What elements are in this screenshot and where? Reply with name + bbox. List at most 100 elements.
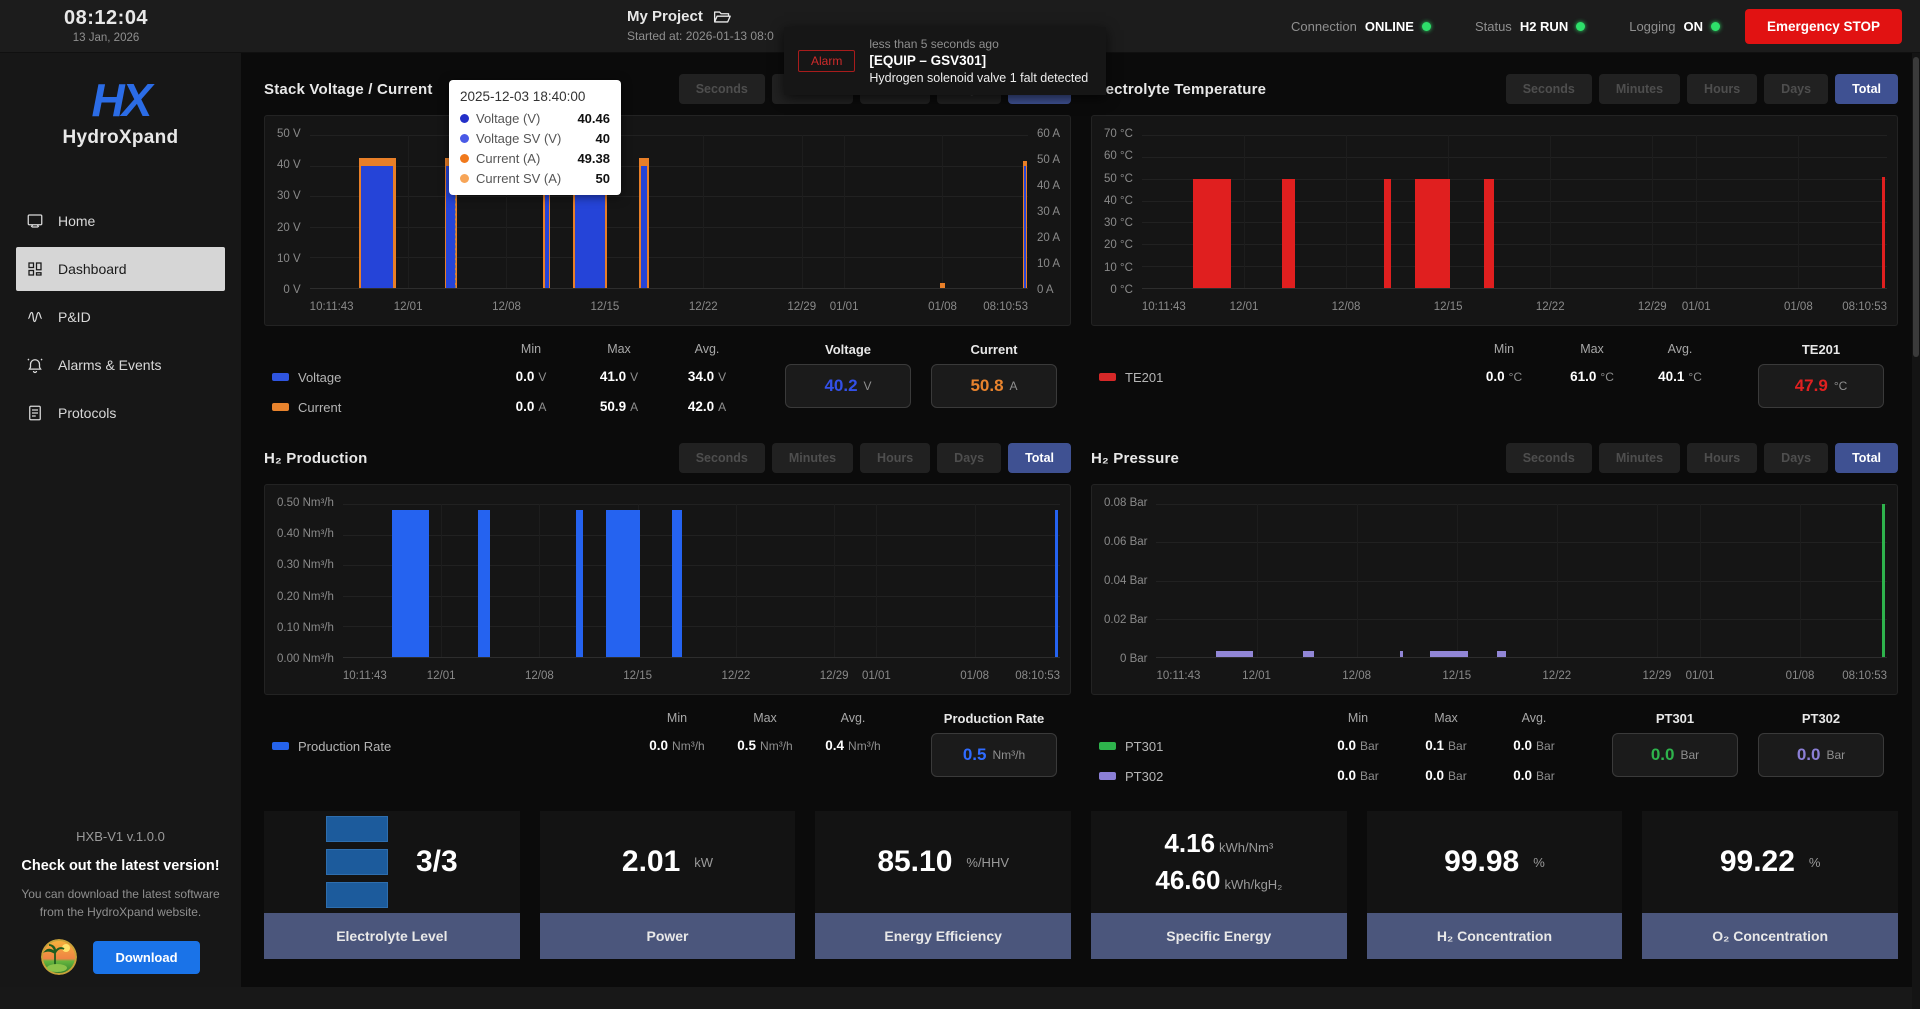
status-indicator-status: Status H2 RUN — [1474, 19, 1586, 34]
gridline — [342, 534, 1060, 536]
project-started-at: Started at: 2026-01-13 08:0 — [627, 29, 774, 43]
legend-item[interactable]: Current — [272, 400, 487, 415]
time-range-total-button[interactable]: Total — [1835, 74, 1898, 104]
time-range-minutes-button[interactable]: Minutes — [1598, 74, 1681, 104]
kpi-card-specific-energy: 4.16 kWh/Nm³ 46.60 kWh/kgH₂ Specific Energy — [1091, 811, 1347, 959]
sidebar-item-protocols[interactable]: Protocols — [16, 391, 225, 435]
time-range-total-button[interactable]: Total — [1835, 443, 1898, 473]
status-value: ON — [1683, 19, 1704, 34]
gridline — [342, 626, 1060, 628]
live-value-label: TE201 — [1801, 342, 1841, 357]
kpi-number: 3/3 — [415, 845, 458, 878]
live-value-box: 0.0 Bar — [1758, 733, 1884, 777]
kpi-value: 2.01 kW — [539, 811, 796, 913]
sidebar-item-alarms-events[interactable]: Alarms & Events — [16, 343, 225, 387]
kpi-value: 85.10 %/HHV — [815, 811, 1071, 913]
logo-mark: HX — [91, 74, 153, 126]
tooltip-series-value: 50 — [595, 171, 610, 186]
time-range-days-button[interactable]: Days — [1764, 443, 1829, 473]
time-range-hours-button[interactable]: Hours — [1687, 74, 1758, 104]
live-value: Production Rate 0.5 Nm³/h — [931, 711, 1057, 777]
voltage-pulse — [446, 165, 455, 288]
alarm-message: Hydrogen solenoid valve 1 falt detected — [869, 71, 1089, 85]
bottom-strip — [0, 987, 1912, 1009]
time-range-hours-button[interactable]: Hours — [1687, 443, 1758, 473]
hydroxpand-app-icon — [41, 939, 78, 975]
chart-plot-area[interactable] — [1156, 497, 1887, 665]
project-info: My Project Started at: 2026-01-13 08:0 — [627, 8, 774, 43]
time-range-seconds-button[interactable]: Seconds — [678, 74, 765, 104]
kpi-card-energy-efficiency: 85.10 %/HHV Energy Efficiency — [815, 811, 1071, 959]
chart-plot-area[interactable] — [1141, 128, 1887, 296]
y-tick-label: 0.20 Nm³/h — [277, 590, 334, 603]
gridline — [342, 504, 1060, 505]
app-logo: HX HydroXpand — [0, 77, 241, 149]
time-range-hours-button[interactable]: Hours — [860, 443, 931, 473]
time-range-days-button[interactable]: Days — [1764, 74, 1829, 104]
gridline — [1656, 504, 1658, 657]
kpi-card-o-concentration: 99.22% O₂ Concentration — [1642, 811, 1898, 959]
open-folder-icon[interactable] — [713, 9, 731, 25]
alarm-toast[interactable]: Alarm less than 5 seconds ago [EQUIP – G… — [784, 27, 1106, 95]
tooltip-series-value: 40 — [595, 131, 610, 146]
legend-swatch-icon — [1099, 742, 1116, 750]
kpi-unit: %/HHV — [966, 854, 1010, 870]
y-tick-label: 60 A — [1036, 128, 1060, 140]
electrolyte-level-bars — [325, 816, 388, 908]
te201-pulse — [1192, 178, 1232, 288]
kpi-unit: kWh/Nm³ — [1219, 840, 1274, 855]
electrolyte-level-bar — [325, 849, 388, 875]
alarm-bell-icon — [26, 356, 44, 374]
legend-item[interactable]: TE201 — [1099, 370, 1460, 385]
kpi-value: 4.16 kWh/Nm³ 46.60 kWh/kgH₂ — [1091, 811, 1347, 913]
y-tick-label: 30 A — [1036, 206, 1060, 218]
panel-title: H₂ Pressure — [1091, 449, 1180, 467]
chart-plot-area[interactable] — [309, 128, 1028, 296]
stat-min-value: 0.0 V — [515, 369, 547, 384]
time-range-seconds-button[interactable]: Seconds — [1505, 443, 1592, 473]
status-dot-icon — [1711, 22, 1720, 31]
live-value: Voltage 40.2 V — [785, 342, 911, 408]
time-range-minutes-button[interactable]: Minutes — [1598, 443, 1681, 473]
gridline — [735, 504, 737, 657]
sidebar-item-pid[interactable]: P&ID — [16, 295, 225, 339]
download-button[interactable]: Download — [93, 940, 200, 974]
alarm-badge: Alarm — [798, 50, 856, 72]
x-tick-label: 01/08 — [928, 301, 957, 313]
legend-item[interactable]: Voltage — [272, 370, 487, 385]
kpi-unit: kW — [694, 854, 714, 870]
legend-item[interactable]: Production Rate — [272, 739, 633, 754]
status-label: Status — [1474, 19, 1512, 34]
x-tick-label: 12/15 — [590, 301, 620, 313]
update-body: You can download the latest software fro… — [21, 887, 220, 919]
panel-h2-pressure: H₂ Pressure Seconds Minutes Hours Days Total… — [1091, 442, 1898, 785]
status-indicator-logging: Logging ON — [1629, 19, 1720, 34]
sidebar-item-dashboard[interactable]: Dashboard — [16, 247, 225, 291]
y-tick-label: 40 V — [277, 159, 301, 172]
chart-plot-area[interactable] — [342, 497, 1060, 665]
legend-item[interactable]: PT301 — [1099, 739, 1314, 754]
gridline — [309, 257, 1028, 259]
legend-item[interactable]: PT302 — [1099, 769, 1314, 784]
time-range-days-button[interactable]: Days — [937, 443, 1002, 473]
y-tick-label: 10 V — [277, 252, 301, 265]
kpi-card-power: 2.01 kW Power — [539, 811, 796, 959]
y-tick-label: 50 °C — [1104, 172, 1133, 185]
live-value-label: Production Rate — [943, 711, 1045, 726]
y-tick-label: 0.40 Nm³/h — [277, 528, 334, 541]
y-tick-label: 0.30 Nm³/h — [277, 559, 334, 572]
gridline — [1256, 504, 1258, 657]
time-range-seconds-button[interactable]: Seconds — [678, 443, 765, 473]
time-range-total-button[interactable]: Total — [1008, 443, 1071, 473]
sidebar-item-label: Protocols — [58, 405, 117, 421]
time-range-minutes-button[interactable]: Minutes — [771, 443, 854, 473]
scrollbar-thumb[interactable] — [1913, 57, 1919, 357]
time-range-seconds-button[interactable]: Seconds — [1505, 74, 1592, 104]
sidebar-item-home[interactable]: Home — [16, 199, 225, 243]
sidebar-item-label: Alarms & Events — [58, 357, 162, 373]
emergency-stop-button[interactable]: Emergency STOP — [1744, 9, 1902, 44]
voltage-pulse — [1023, 165, 1026, 288]
pt302-pulse — [1216, 651, 1253, 657]
